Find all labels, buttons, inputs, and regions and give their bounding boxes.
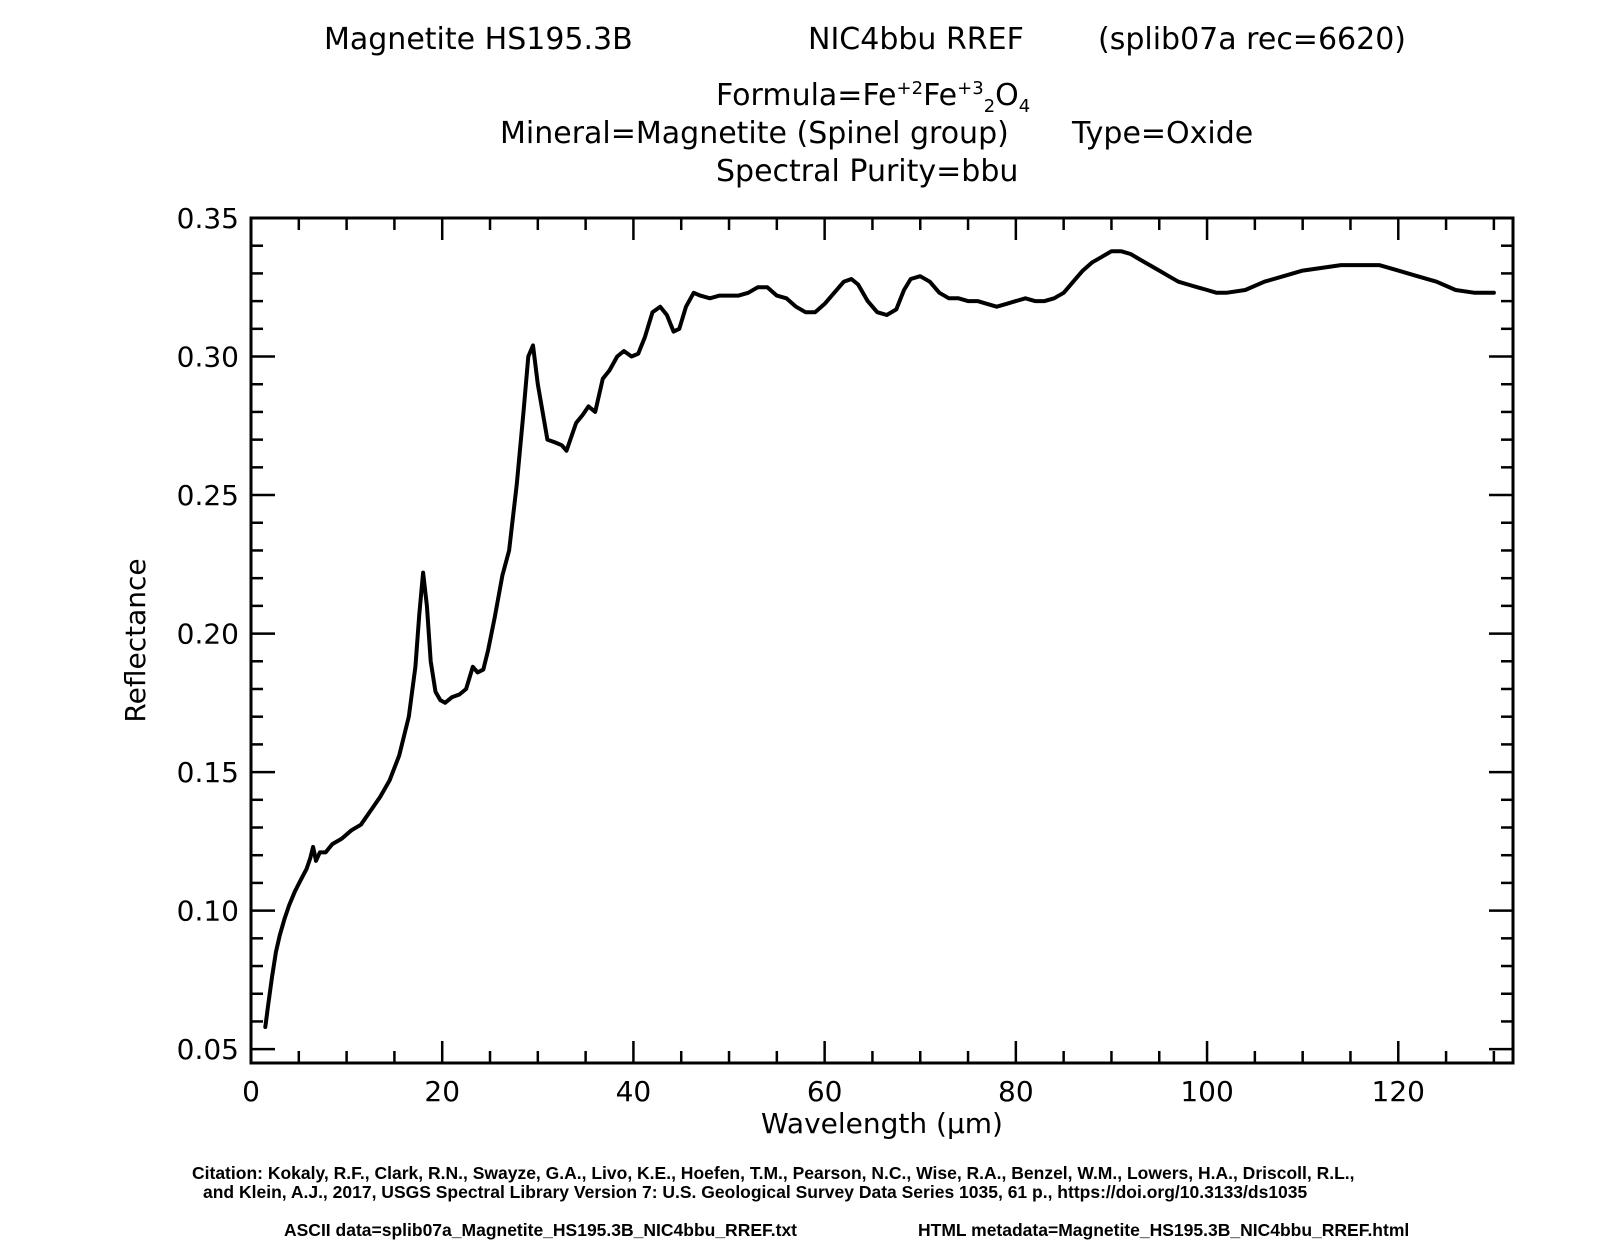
record-title: (splib07a rec=6620) [1098,22,1406,57]
sample-title: Magnetite HS195.3B [324,22,633,57]
ascii-data-ref: ASCII data=splib07a_Magnetite_HS195.3B_N… [284,1220,798,1240]
x-tick-label: 20 [424,1075,460,1108]
x-tick-label: 80 [998,1075,1034,1108]
citation-line-2: and Klein, A.J., 2017, USGS Spectral Lib… [203,1182,1308,1202]
y-tick-label: 0.05 [177,1033,239,1066]
purity-line: Spectral Purity=bbu [716,154,1019,189]
y-tick-label: 0.25 [177,479,239,512]
plot-frame [249,216,1515,1065]
tick-marks [249,216,1513,1063]
formula-line: Formula=Fe+2Fe+32O4 [716,78,1030,117]
formula-prefix: Formula=Fe [716,78,897,113]
y-tick-label: 0.20 [177,618,239,651]
formula-sup1: +2 [896,78,924,99]
type-line: Type=Oxide [1072,116,1254,151]
series-line [263,249,1496,1029]
x-tick-label: 0 [242,1075,260,1108]
tick-labels: 0 20 40 60 80 100 120 0.05 0.10 0.15 0.20 0.25 0.30 0… [177,202,1425,1108]
formula-o: O [995,78,1019,113]
y-axis-title: Reflectance [119,558,152,722]
y-tick-label: 0.35 [177,202,239,235]
formula-sup2: +3 [957,78,984,99]
y-tick-label: 0.10 [177,895,239,928]
formula-fe2: Fe [923,78,958,113]
x-tick-label: 40 [616,1075,652,1108]
mineral-line: Mineral=Magnetite (Spinel group) [500,116,1009,151]
formula-sub2: 4 [1018,96,1031,117]
y-tick-label: 0.30 [177,341,239,374]
x-tick-label: 120 [1372,1075,1425,1108]
y-tick-label: 0.15 [177,756,239,789]
x-tick-label: 60 [807,1075,843,1108]
formula-sub1: 2 [983,96,996,117]
html-metadata-ref: HTML metadata=Magnetite_HS195.3B_NIC4bbu… [918,1220,1410,1240]
x-tick-label: 100 [1180,1075,1233,1108]
spectrometer-title: NIC4bbu RREF [808,22,1024,57]
x-axis-title: Wavelength (μm) [761,1107,1003,1140]
citation-line-1: Citation: Kokaly, R.F., Clark, R.N., Swa… [192,1163,1355,1183]
